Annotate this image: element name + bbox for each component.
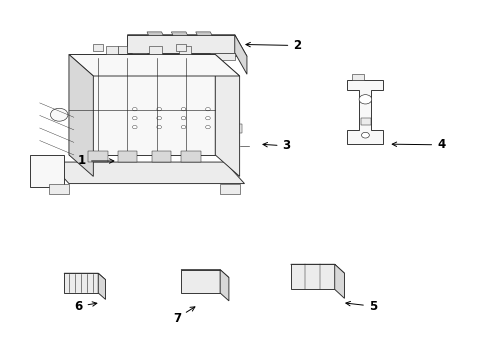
Polygon shape [181, 151, 200, 162]
Circle shape [181, 108, 185, 111]
Polygon shape [195, 32, 212, 36]
Polygon shape [154, 139, 172, 147]
Polygon shape [125, 139, 143, 147]
Polygon shape [290, 264, 334, 289]
Text: 5: 5 [345, 300, 376, 313]
Bar [172, 124, 194, 131]
Polygon shape [30, 155, 64, 187]
Polygon shape [178, 45, 190, 54]
Polygon shape [181, 270, 220, 293]
Bar [197, 115, 218, 122]
Polygon shape [64, 273, 98, 293]
Polygon shape [235, 125, 241, 134]
Polygon shape [69, 54, 215, 155]
Polygon shape [212, 139, 231, 147]
Circle shape [205, 125, 210, 129]
Text: 3: 3 [263, 139, 290, 152]
Circle shape [132, 108, 137, 111]
Polygon shape [360, 118, 370, 126]
Polygon shape [120, 103, 235, 121]
Polygon shape [127, 35, 234, 53]
Bar [148, 124, 169, 131]
Bar [148, 106, 169, 113]
Polygon shape [181, 270, 228, 278]
Polygon shape [215, 54, 239, 176]
Polygon shape [132, 53, 147, 62]
Polygon shape [152, 151, 171, 162]
Polygon shape [127, 35, 246, 56]
Circle shape [157, 125, 161, 129]
Polygon shape [220, 270, 228, 301]
Circle shape [358, 95, 371, 104]
Polygon shape [290, 264, 344, 273]
Bar [148, 115, 169, 122]
Polygon shape [98, 273, 105, 300]
Polygon shape [111, 125, 120, 135]
Bar [197, 124, 218, 131]
Circle shape [50, 108, 68, 121]
Polygon shape [69, 54, 239, 76]
Polygon shape [183, 139, 202, 147]
Polygon shape [234, 35, 246, 74]
Text: 4: 4 [391, 138, 445, 151]
Circle shape [132, 116, 137, 120]
Polygon shape [118, 45, 127, 56]
Circle shape [157, 116, 161, 120]
Polygon shape [93, 44, 103, 51]
Bar [124, 115, 145, 122]
Text: 7: 7 [173, 307, 195, 325]
Polygon shape [346, 80, 383, 144]
Polygon shape [171, 32, 187, 36]
Polygon shape [118, 151, 137, 162]
Circle shape [181, 116, 185, 120]
Circle shape [181, 125, 185, 129]
Polygon shape [149, 45, 161, 54]
Bar [172, 115, 194, 122]
Circle shape [205, 108, 210, 111]
Polygon shape [147, 32, 163, 36]
Bar [124, 124, 145, 131]
Polygon shape [224, 103, 235, 157]
Circle shape [361, 132, 368, 138]
Polygon shape [210, 53, 234, 60]
Text: 6: 6 [74, 300, 97, 313]
Bar [172, 106, 194, 113]
Polygon shape [220, 184, 239, 194]
Bar [197, 106, 218, 113]
Polygon shape [351, 74, 363, 80]
Polygon shape [176, 44, 185, 51]
Polygon shape [49, 184, 69, 194]
Polygon shape [49, 162, 244, 184]
Polygon shape [334, 264, 344, 298]
Text: 2: 2 [245, 39, 301, 52]
Polygon shape [120, 103, 224, 139]
Text: 1: 1 [78, 154, 114, 167]
Polygon shape [69, 54, 93, 176]
Circle shape [157, 108, 161, 111]
Polygon shape [64, 273, 105, 280]
Bar [124, 106, 145, 113]
Circle shape [205, 116, 210, 120]
Polygon shape [88, 151, 108, 162]
Circle shape [132, 125, 137, 129]
Polygon shape [105, 45, 118, 54]
